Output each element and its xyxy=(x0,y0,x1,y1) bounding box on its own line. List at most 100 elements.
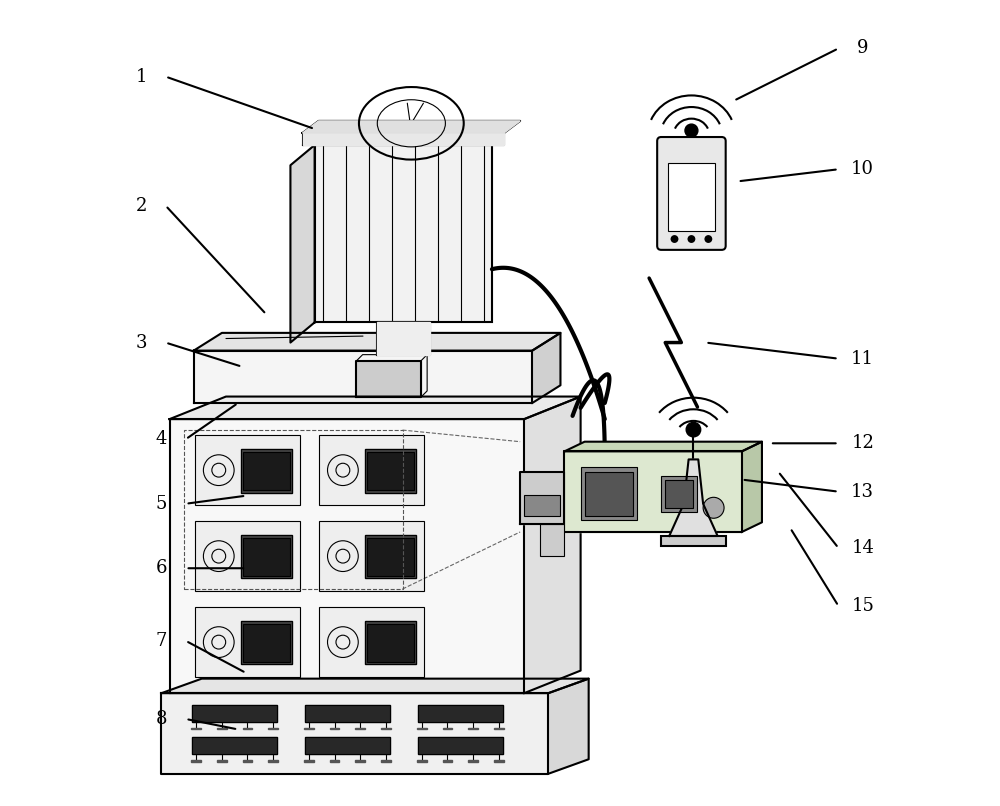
Polygon shape xyxy=(330,761,339,762)
Text: 7: 7 xyxy=(156,632,167,650)
Polygon shape xyxy=(356,361,421,397)
Bar xyxy=(319,435,424,505)
Bar xyxy=(540,524,564,556)
Polygon shape xyxy=(290,145,315,343)
Polygon shape xyxy=(524,397,581,693)
Polygon shape xyxy=(669,459,718,536)
Polygon shape xyxy=(303,133,504,145)
Polygon shape xyxy=(532,333,560,403)
Text: 6: 6 xyxy=(156,559,167,577)
Bar xyxy=(243,624,290,662)
Polygon shape xyxy=(194,351,532,403)
Circle shape xyxy=(685,124,698,137)
Bar xyxy=(665,480,693,508)
Polygon shape xyxy=(195,607,300,677)
Text: 14: 14 xyxy=(851,539,874,557)
Bar xyxy=(418,705,503,722)
Polygon shape xyxy=(418,705,503,722)
Polygon shape xyxy=(365,535,416,579)
Text: 15: 15 xyxy=(851,597,874,615)
Polygon shape xyxy=(443,761,452,762)
Bar xyxy=(305,705,390,722)
Bar xyxy=(367,624,414,662)
Text: 4: 4 xyxy=(156,430,167,448)
Text: 13: 13 xyxy=(851,483,874,501)
Text: 9: 9 xyxy=(857,39,868,57)
Polygon shape xyxy=(161,679,589,693)
Polygon shape xyxy=(241,535,292,579)
FancyBboxPatch shape xyxy=(657,137,726,250)
Text: 3: 3 xyxy=(136,334,147,351)
Polygon shape xyxy=(355,761,365,762)
Polygon shape xyxy=(161,693,548,774)
Circle shape xyxy=(686,422,701,437)
Circle shape xyxy=(688,236,695,243)
Circle shape xyxy=(703,497,724,518)
Polygon shape xyxy=(564,442,762,451)
Bar xyxy=(365,621,416,664)
Polygon shape xyxy=(195,521,300,591)
Polygon shape xyxy=(548,679,589,774)
Bar xyxy=(319,521,424,591)
Polygon shape xyxy=(303,121,520,133)
Polygon shape xyxy=(268,761,278,762)
Bar xyxy=(192,737,277,754)
Bar xyxy=(243,451,290,490)
Text: 12: 12 xyxy=(851,434,874,452)
Polygon shape xyxy=(304,761,314,762)
Bar xyxy=(367,538,414,576)
Polygon shape xyxy=(494,761,504,762)
Polygon shape xyxy=(305,737,390,754)
Bar xyxy=(305,737,390,754)
Polygon shape xyxy=(319,435,424,505)
Bar xyxy=(319,607,424,677)
Bar xyxy=(365,449,416,492)
Bar xyxy=(367,451,414,490)
Bar xyxy=(661,476,697,512)
Polygon shape xyxy=(417,761,427,762)
Polygon shape xyxy=(305,705,390,722)
Text: 10: 10 xyxy=(851,160,874,178)
Polygon shape xyxy=(170,397,581,419)
Polygon shape xyxy=(468,761,478,762)
Bar xyxy=(365,535,416,579)
Polygon shape xyxy=(564,451,742,532)
Polygon shape xyxy=(194,333,560,351)
Bar xyxy=(241,621,292,664)
Polygon shape xyxy=(377,322,430,355)
Polygon shape xyxy=(217,761,227,762)
Bar xyxy=(195,435,300,505)
Polygon shape xyxy=(195,435,300,505)
Polygon shape xyxy=(319,607,424,677)
Polygon shape xyxy=(365,449,416,492)
Polygon shape xyxy=(191,761,201,762)
Bar xyxy=(315,145,492,322)
Text: 8: 8 xyxy=(156,710,167,728)
Bar xyxy=(195,521,300,591)
Polygon shape xyxy=(381,761,391,762)
Polygon shape xyxy=(241,449,292,492)
Circle shape xyxy=(705,236,712,243)
Polygon shape xyxy=(365,621,416,664)
Bar xyxy=(243,538,290,576)
Bar xyxy=(585,472,633,516)
Bar xyxy=(581,467,637,520)
Polygon shape xyxy=(742,442,762,532)
Polygon shape xyxy=(192,737,277,754)
Polygon shape xyxy=(319,521,424,591)
Bar xyxy=(524,495,560,516)
Text: 11: 11 xyxy=(851,350,874,368)
Bar xyxy=(192,705,277,722)
Bar xyxy=(241,535,292,579)
Circle shape xyxy=(671,236,678,243)
Polygon shape xyxy=(315,145,492,322)
Text: 2: 2 xyxy=(136,197,147,214)
Bar xyxy=(418,737,503,754)
Polygon shape xyxy=(170,419,524,693)
Polygon shape xyxy=(418,737,503,754)
Bar xyxy=(184,430,403,589)
Bar xyxy=(668,163,715,231)
Polygon shape xyxy=(520,472,564,524)
Bar xyxy=(195,607,300,677)
Text: 1: 1 xyxy=(136,68,147,85)
